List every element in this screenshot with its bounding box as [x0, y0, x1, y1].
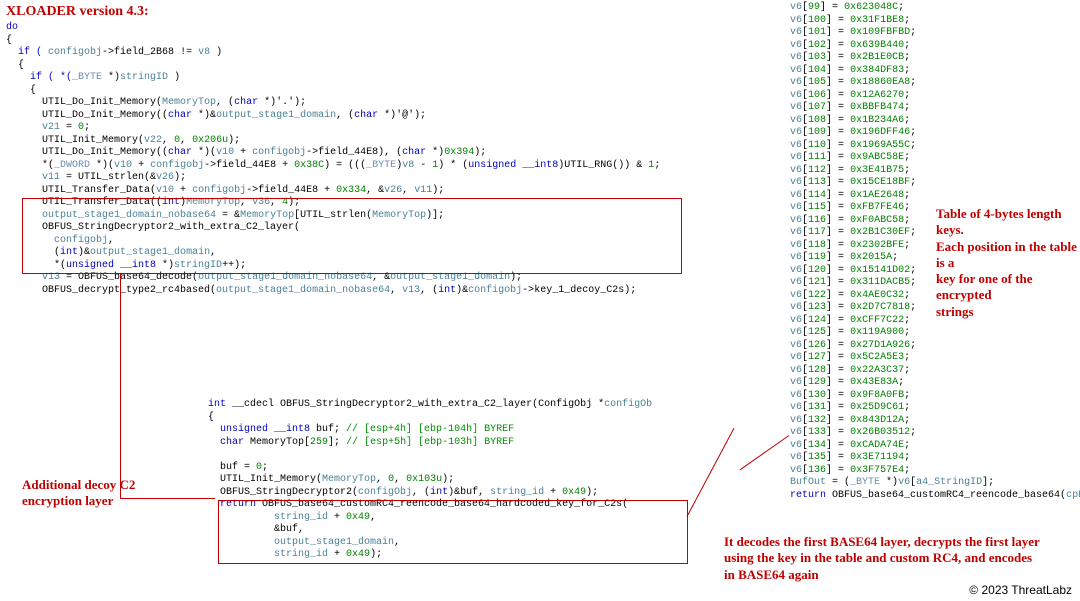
highlight-box-top — [22, 198, 682, 274]
connector-line-table — [740, 435, 790, 470]
annotation-right: Table of 4-bytes length keys.Each positi… — [936, 206, 1080, 320]
annotation-bottom: It decodes the first BASE64 layer, decry… — [724, 534, 1064, 583]
copyright-label: © 2023 ThreatLabz — [969, 583, 1072, 597]
connector-line-right — [687, 428, 735, 517]
highlight-box-bottom — [218, 500, 688, 564]
title-label: XLOADER version 4.3: — [6, 4, 149, 20]
connector-line-left — [120, 274, 215, 499]
annotation-left: Additional decoy C2encryption layer — [22, 477, 135, 510]
